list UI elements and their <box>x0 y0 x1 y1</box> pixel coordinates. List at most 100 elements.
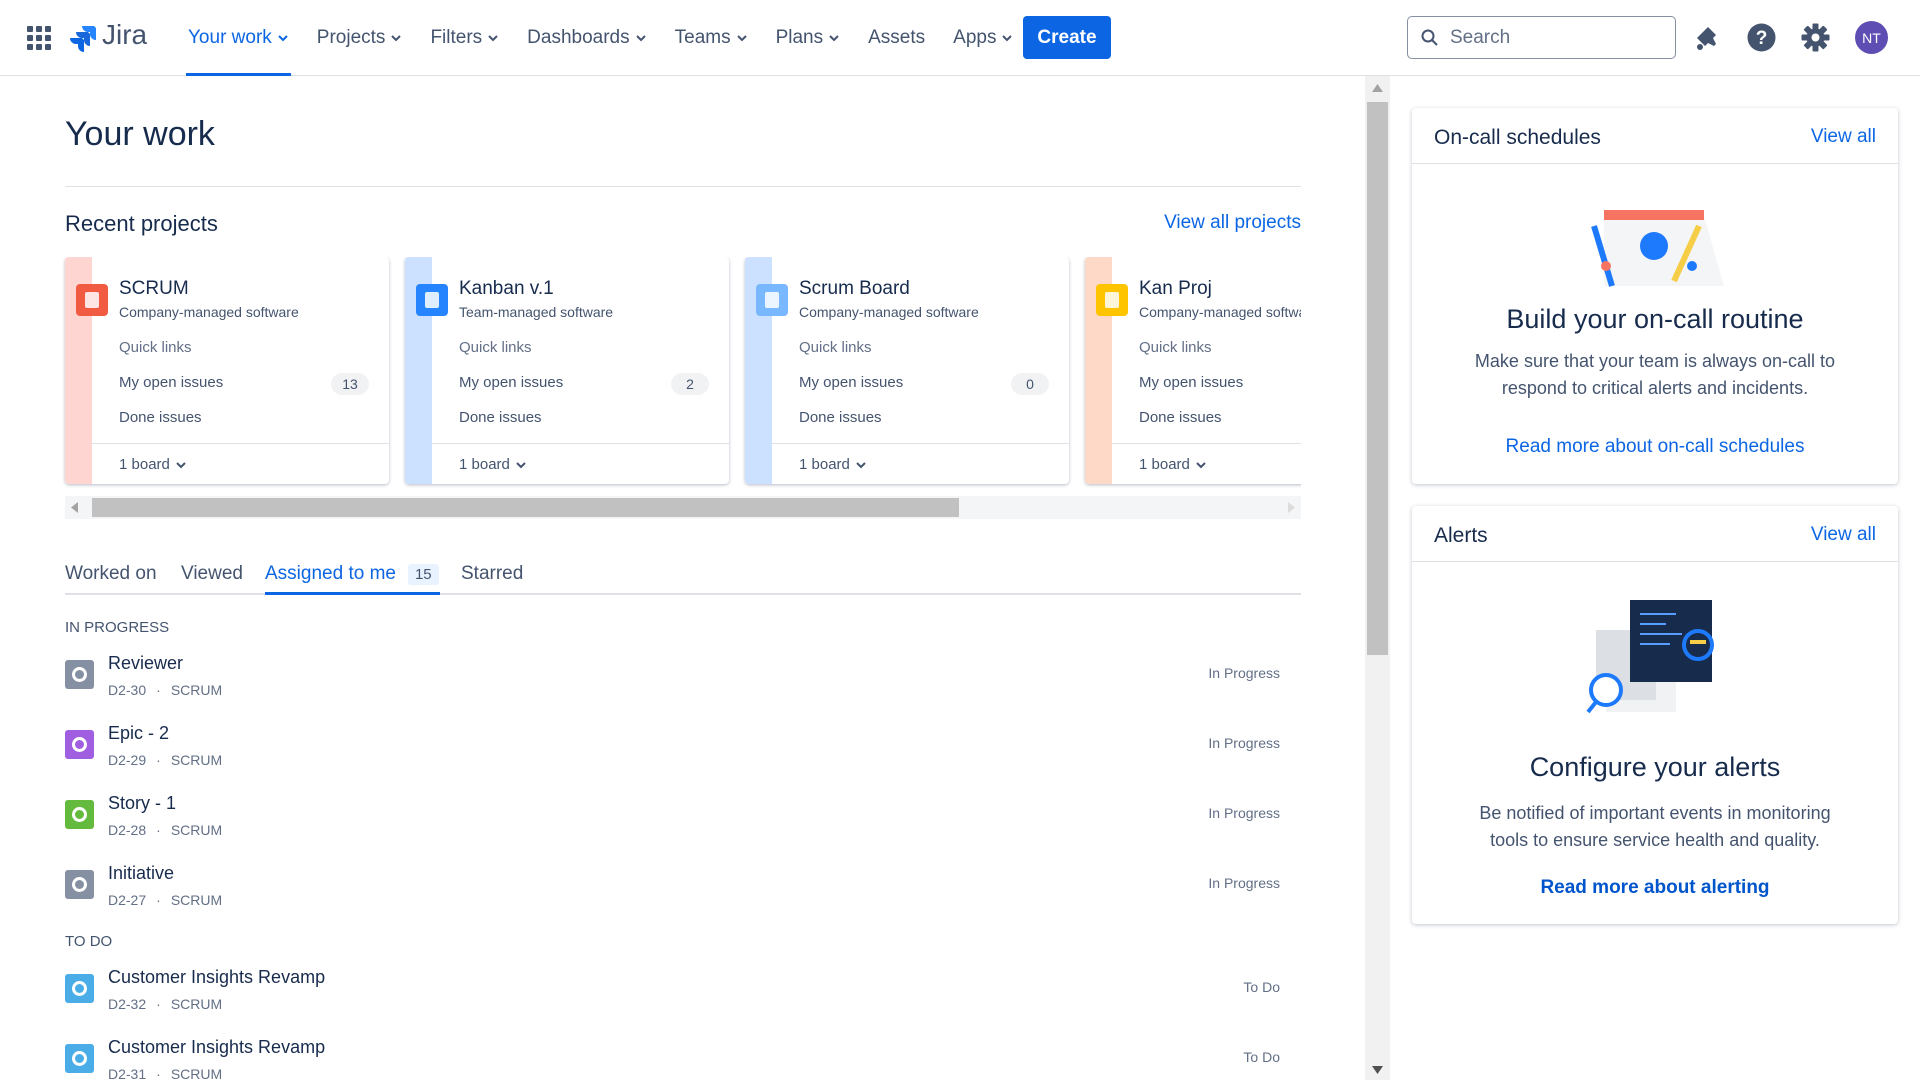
open-issues[interactable]: My open issues <box>119 374 224 391</box>
v-scrollbar[interactable] <box>1365 76 1390 1080</box>
settings[interactable] <box>1801 23 1830 52</box>
issue-icon <box>65 660 94 689</box>
done-issues[interactable]: Done issues <box>119 409 202 426</box>
h-scroll-thumb[interactable] <box>92 498 959 517</box>
open-issues[interactable]: My open issues <box>1139 374 1244 391</box>
alerts-panel: Alerts View all Configure your alerts Be… <box>1412 506 1898 924</box>
nav-item[interactable]: Your work <box>176 0 301 76</box>
panel-link[interactable]: Read more about alerting <box>1540 877 1770 898</box>
boards[interactable]: 1 board <box>459 456 527 473</box>
project-type: Company-managed software <box>799 304 979 320</box>
nav-item[interactable]: Dashboards <box>515 0 658 76</box>
project-icon-glyph <box>1105 292 1119 308</box>
project-card[interactable]: Kan Proj Company-managed software Quick li… <box>1085 257 1301 484</box>
nav-label: Filters <box>430 27 483 48</box>
tab-label: Assigned to me <box>265 563 396 584</box>
project-icon <box>416 284 448 316</box>
nav-item[interactable]: Plans <box>764 0 853 76</box>
quick-links: Quick links <box>119 339 192 356</box>
search-box[interactable]: Search <box>1407 16 1676 59</box>
done-issues[interactable]: Done issues <box>459 409 542 426</box>
issue-title[interactable]: Epic - 2 <box>108 723 170 743</box>
view-all[interactable]: View all <box>1810 524 1876 545</box>
issue-icon <box>65 800 94 829</box>
v-scroll-thumb[interactable] <box>1367 102 1388 655</box>
open-issues-count: 13 <box>331 373 369 395</box>
tab-label: Viewed <box>181 563 243 584</box>
project-icon-glyph <box>85 292 99 308</box>
issue-status: In Progress <box>1208 875 1280 891</box>
meta-separator: · <box>156 822 161 838</box>
project-icon <box>756 284 788 316</box>
avatar[interactable]: NT <box>1855 21 1888 54</box>
notifications[interactable] <box>1694 24 1722 52</box>
boards[interactable]: 1 board <box>799 456 867 473</box>
tab[interactable]: Viewed <box>181 563 243 585</box>
issue-title[interactable]: Story - 1 <box>108 793 177 813</box>
project-icon <box>1096 284 1128 316</box>
create-button[interactable]: Create <box>1023 16 1111 59</box>
nav-item[interactable]: Filters <box>418 0 511 76</box>
open-issues[interactable]: My open issues <box>459 374 564 391</box>
search-placeholder: Search <box>1450 26 1511 48</box>
tab[interactable]: Starred <box>461 563 523 585</box>
issue-project: SCRUM <box>170 996 223 1012</box>
view-all-projects[interactable]: View all projects <box>1164 212 1301 233</box>
view-all[interactable]: View all <box>1810 126 1876 147</box>
project-name[interactable]: Kanban v.1 <box>459 278 554 299</box>
scroll-up[interactable] <box>1372 84 1383 92</box>
section-title: Recent projects <box>65 211 218 236</box>
nav-label: Teams <box>674 27 731 48</box>
chevron <box>1002 35 1013 42</box>
issue-meta: D2-29 · SCRUM <box>108 752 222 768</box>
project-card[interactable]: Kanban v.1 Team-managed software Quick lin… <box>405 257 729 484</box>
alerts-illustration <box>1586 600 1714 714</box>
tab[interactable]: Worked on <box>65 563 157 585</box>
h-scrollbar[interactable] <box>65 496 1301 519</box>
done-issues[interactable]: Done issues <box>799 409 882 426</box>
project-name[interactable]: SCRUM <box>119 278 189 299</box>
boards[interactable]: 1 board <box>119 456 187 473</box>
logo-text[interactable]: Jira <box>102 19 148 50</box>
chevron-path <box>488 35 498 42</box>
issue-title[interactable]: Initiative <box>108 863 175 883</box>
issue-icon-bg <box>65 974 94 1003</box>
project-card[interactable]: Scrum Board Company-managed software Quick… <box>745 257 1069 484</box>
issue-title[interactable]: Customer Insights Revamp <box>108 1037 326 1057</box>
issue-title[interactable]: Reviewer <box>108 653 184 673</box>
project-icon-glyph <box>765 292 779 308</box>
scroll-down[interactable] <box>1372 1066 1383 1074</box>
done-issues[interactable]: Done issues <box>1139 409 1222 426</box>
open-issues[interactable]: My open issues <box>799 374 904 391</box>
tab[interactable]: Assigned to me 15 <box>265 563 439 585</box>
issue-project: SCRUM <box>170 752 223 768</box>
help[interactable]: ? <box>1747 23 1776 52</box>
issue-title[interactable]: Customer Insights Revamp <box>108 967 326 987</box>
scroll-right[interactable] <box>1287 502 1295 513</box>
meta-separator: · <box>156 1066 161 1082</box>
nav-item[interactable]: Teams <box>663 0 760 76</box>
issue-icon-bg <box>65 730 94 759</box>
project-card[interactable]: SCRUM Company-managed software Quick links… <box>65 257 389 484</box>
chevron-path <box>391 35 402 42</box>
chevron <box>391 35 402 42</box>
nav-item[interactable]: Projects <box>305 0 415 76</box>
issue-project: SCRUM <box>170 682 223 698</box>
nav-item[interactable]: Assets <box>856 0 937 76</box>
boards[interactable]: 1 board <box>1139 456 1207 473</box>
chevron <box>635 35 646 42</box>
nav-item[interactable]: Apps <box>941 0 1025 76</box>
panel-title: Alerts <box>1434 524 1488 547</box>
project-name[interactable]: Scrum Board <box>799 278 910 299</box>
project-icon <box>76 284 108 316</box>
app-switcher[interactable] <box>27 26 51 50</box>
svg-text:?: ? <box>1756 28 1768 49</box>
jira-logo-icon[interactable] <box>70 24 96 52</box>
issue-meta: D2-32 · SCRUM <box>108 996 222 1012</box>
panel-link[interactable]: Read more about on-call schedules <box>1505 436 1805 457</box>
project-name[interactable]: Kan Proj <box>1139 278 1212 299</box>
panel-heading: Build your on-call routine <box>1506 304 1804 334</box>
scroll-left[interactable] <box>71 502 79 513</box>
issue-key: D2-28 <box>108 822 147 838</box>
